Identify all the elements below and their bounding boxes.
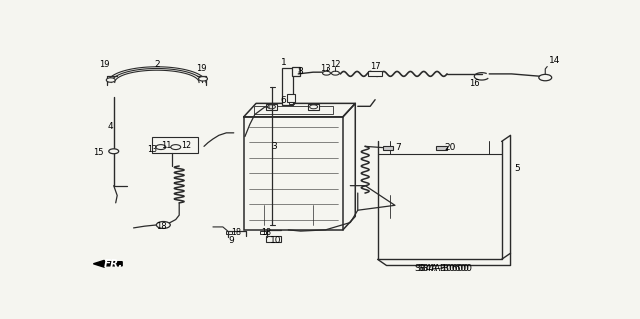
Text: 10: 10 <box>270 236 282 245</box>
Bar <box>253 106 333 115</box>
Bar <box>436 145 447 150</box>
Bar <box>282 68 292 105</box>
Text: 8: 8 <box>298 67 303 76</box>
Text: 13: 13 <box>147 145 157 154</box>
Text: 15: 15 <box>93 148 104 157</box>
Text: 18: 18 <box>157 222 167 231</box>
Text: 18: 18 <box>261 228 271 237</box>
Text: 7: 7 <box>395 143 401 152</box>
Circle shape <box>332 71 339 75</box>
Circle shape <box>109 149 118 154</box>
Text: 3: 3 <box>271 142 276 151</box>
Text: 11: 11 <box>161 141 172 150</box>
Text: S84A-B0600: S84A-B0600 <box>415 264 470 273</box>
Bar <box>383 145 394 150</box>
Circle shape <box>268 105 275 109</box>
Text: 5: 5 <box>514 164 520 173</box>
Text: 4: 4 <box>108 122 113 131</box>
Text: FR.: FR. <box>104 259 124 269</box>
Circle shape <box>310 105 317 109</box>
Text: S84A-B0600: S84A-B0600 <box>417 264 472 273</box>
Text: 19: 19 <box>196 64 207 73</box>
FancyArrow shape <box>93 260 122 267</box>
Bar <box>308 104 319 109</box>
Text: 13: 13 <box>321 64 331 73</box>
Bar <box>292 67 300 76</box>
Bar <box>227 231 232 234</box>
Text: 20: 20 <box>445 143 456 152</box>
Circle shape <box>323 71 330 75</box>
Text: 18: 18 <box>231 228 241 237</box>
Bar <box>367 71 381 76</box>
Bar <box>266 104 277 109</box>
Circle shape <box>171 145 180 150</box>
Text: 19: 19 <box>99 60 109 69</box>
Text: 6: 6 <box>280 96 286 105</box>
Text: 1: 1 <box>280 58 286 67</box>
Bar <box>244 117 343 230</box>
Bar <box>287 94 295 102</box>
Circle shape <box>156 145 166 150</box>
Text: 16: 16 <box>469 79 480 88</box>
Text: 17: 17 <box>370 62 381 71</box>
Text: 12: 12 <box>330 60 341 69</box>
Circle shape <box>539 74 552 81</box>
Bar <box>289 102 294 104</box>
Bar <box>266 236 281 242</box>
Text: 12: 12 <box>182 141 192 150</box>
Bar <box>152 137 198 153</box>
Text: 9: 9 <box>228 236 234 245</box>
Text: 2: 2 <box>154 60 160 69</box>
Circle shape <box>198 77 207 81</box>
Bar <box>260 231 266 234</box>
Circle shape <box>156 221 170 228</box>
Text: 14: 14 <box>548 56 560 65</box>
Circle shape <box>106 78 115 82</box>
